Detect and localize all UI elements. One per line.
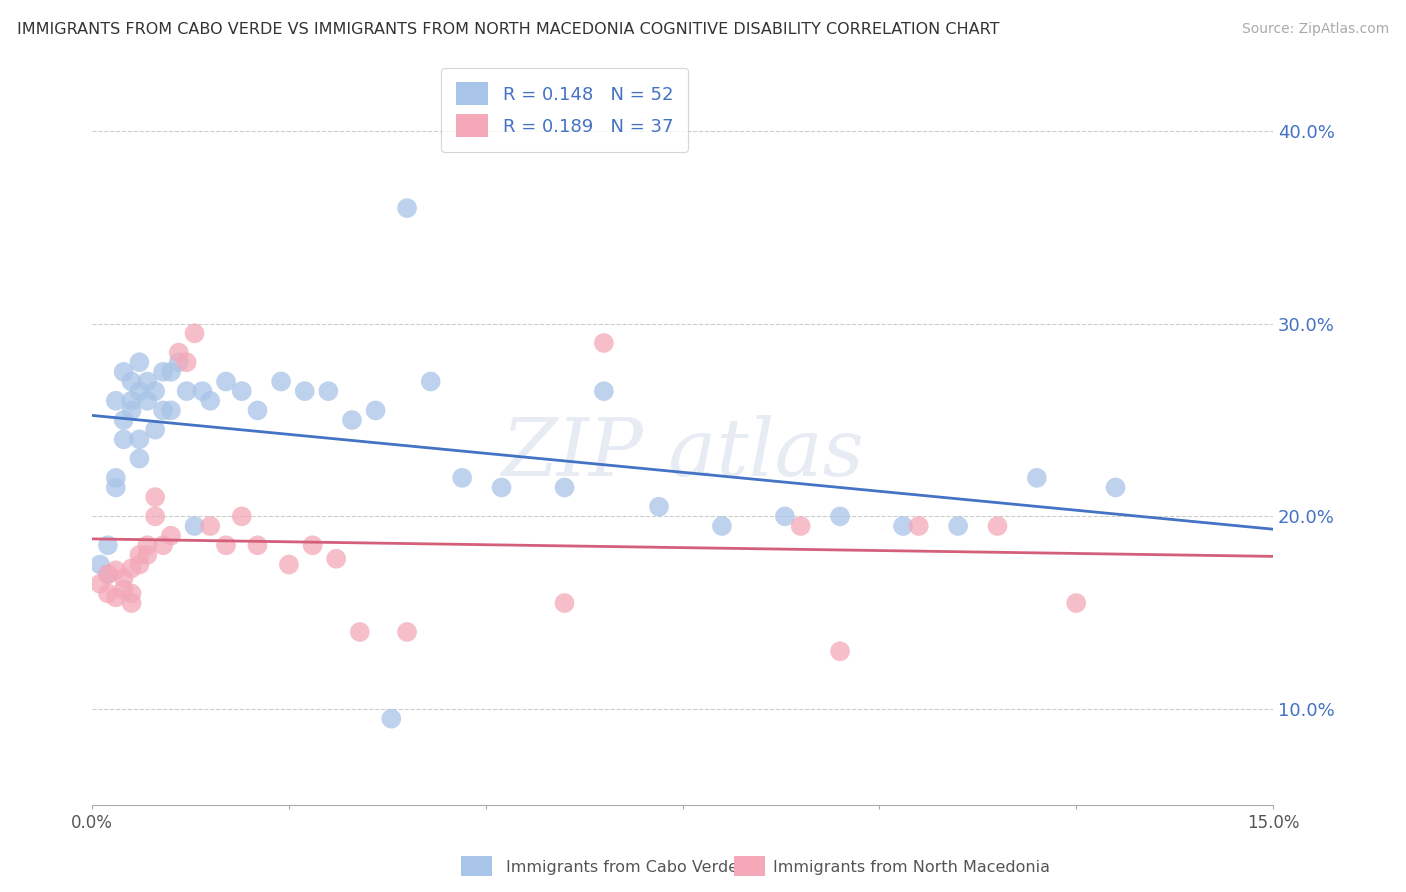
Point bbox=[380, 712, 402, 726]
Point bbox=[200, 519, 222, 533]
Point bbox=[419, 375, 441, 389]
Point bbox=[104, 471, 127, 485]
Text: Source: ZipAtlas.com: Source: ZipAtlas.com bbox=[1241, 22, 1389, 37]
Point bbox=[97, 538, 120, 552]
Point bbox=[215, 375, 238, 389]
Point bbox=[136, 393, 159, 408]
Point bbox=[270, 375, 292, 389]
Point bbox=[451, 471, 474, 485]
Point bbox=[648, 500, 671, 514]
Point bbox=[97, 567, 120, 582]
Point bbox=[891, 519, 914, 533]
Point bbox=[97, 567, 120, 582]
Point bbox=[593, 384, 616, 398]
Point bbox=[104, 393, 127, 408]
Point bbox=[121, 561, 143, 575]
Point bbox=[152, 403, 174, 417]
Point bbox=[191, 384, 214, 398]
Point bbox=[294, 384, 316, 398]
Point bbox=[160, 403, 183, 417]
Point bbox=[183, 326, 205, 341]
Point bbox=[278, 558, 301, 572]
Point bbox=[789, 519, 811, 533]
Point bbox=[986, 519, 1008, 533]
Point bbox=[143, 384, 166, 398]
Point bbox=[773, 509, 796, 524]
Point bbox=[104, 480, 127, 494]
Point bbox=[128, 451, 150, 466]
Point bbox=[152, 538, 174, 552]
Text: IMMIGRANTS FROM CABO VERDE VS IMMIGRANTS FROM NORTH MACEDONIA COGNITIVE DISABILI: IMMIGRANTS FROM CABO VERDE VS IMMIGRANTS… bbox=[17, 22, 1000, 37]
Point bbox=[128, 558, 150, 572]
Point bbox=[1064, 596, 1087, 610]
Point bbox=[491, 480, 513, 494]
Point bbox=[89, 558, 111, 572]
Point bbox=[128, 548, 150, 562]
Text: Immigrants from Cabo Verde: Immigrants from Cabo Verde bbox=[506, 860, 738, 874]
Point bbox=[136, 538, 159, 552]
Point bbox=[231, 384, 253, 398]
Point bbox=[231, 509, 253, 524]
Point bbox=[318, 384, 340, 398]
Point bbox=[152, 365, 174, 379]
Point bbox=[200, 393, 222, 408]
Point bbox=[593, 335, 616, 350]
Point bbox=[554, 480, 576, 494]
Point bbox=[143, 490, 166, 504]
Point bbox=[349, 624, 371, 639]
Point bbox=[121, 586, 143, 600]
Point bbox=[246, 403, 269, 417]
Point bbox=[396, 624, 419, 639]
Point bbox=[167, 345, 190, 359]
Point bbox=[121, 596, 143, 610]
Point bbox=[143, 423, 166, 437]
Point bbox=[340, 413, 363, 427]
Point bbox=[710, 519, 733, 533]
Point bbox=[112, 571, 135, 585]
Point bbox=[121, 403, 143, 417]
Point bbox=[1025, 471, 1047, 485]
Point bbox=[215, 538, 238, 552]
Point bbox=[121, 393, 143, 408]
Point bbox=[136, 548, 159, 562]
Point bbox=[907, 519, 929, 533]
Text: Immigrants from North Macedonia: Immigrants from North Macedonia bbox=[773, 860, 1050, 874]
Point bbox=[828, 509, 851, 524]
Point bbox=[176, 355, 198, 369]
Legend: R = 0.148   N = 52, R = 0.189   N = 37: R = 0.148 N = 52, R = 0.189 N = 37 bbox=[441, 68, 688, 152]
Point bbox=[128, 355, 150, 369]
Point bbox=[104, 563, 127, 577]
Point bbox=[325, 551, 347, 566]
Point bbox=[554, 596, 576, 610]
Point bbox=[1104, 480, 1126, 494]
Point bbox=[183, 519, 205, 533]
Point bbox=[121, 375, 143, 389]
Text: ZIP atlas: ZIP atlas bbox=[501, 415, 863, 492]
Point bbox=[104, 591, 127, 605]
Point bbox=[301, 538, 323, 552]
Point bbox=[246, 538, 269, 552]
Point bbox=[112, 582, 135, 597]
Point bbox=[396, 201, 419, 215]
Point bbox=[112, 432, 135, 446]
Point bbox=[112, 413, 135, 427]
Point bbox=[176, 384, 198, 398]
Point bbox=[167, 355, 190, 369]
Point bbox=[946, 519, 969, 533]
Point bbox=[364, 403, 387, 417]
Point bbox=[97, 586, 120, 600]
Point bbox=[128, 384, 150, 398]
Point bbox=[136, 375, 159, 389]
Point bbox=[160, 528, 183, 542]
Point bbox=[828, 644, 851, 658]
Point bbox=[128, 432, 150, 446]
Point bbox=[89, 576, 111, 591]
Point bbox=[143, 509, 166, 524]
Point bbox=[112, 365, 135, 379]
Point bbox=[160, 365, 183, 379]
